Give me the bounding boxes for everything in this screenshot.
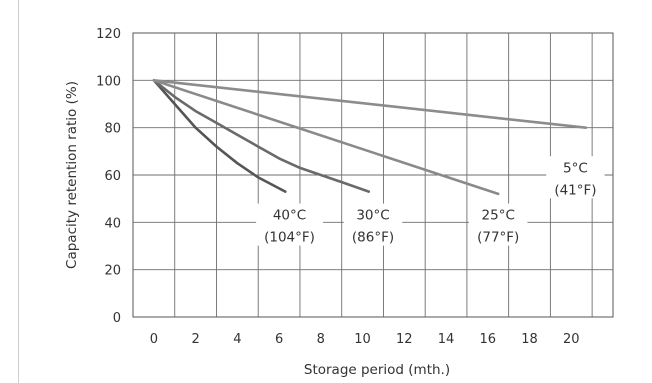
left-border-line xyxy=(18,0,19,383)
x-tick-label: 12 xyxy=(396,332,413,347)
x-tick-label: 14 xyxy=(438,332,455,347)
x-tick-label: 0 xyxy=(150,332,158,347)
y-tick-label: 80 xyxy=(104,122,121,137)
series-label-line: 25°C xyxy=(482,208,515,224)
x-axis-title: Storage period (mth.) xyxy=(304,362,450,378)
y-tick-label: 20 xyxy=(104,264,121,279)
x-tick-label: 8 xyxy=(317,332,325,347)
series-label: 40°C (104°F) xyxy=(256,203,323,246)
series-lines xyxy=(152,79,588,196)
y-tick-label: 120 xyxy=(96,27,121,42)
x-tick-label: 2 xyxy=(191,332,199,347)
grid xyxy=(132,32,614,318)
series-line xyxy=(152,79,287,193)
series-label-background xyxy=(256,203,323,246)
x-tick-label: 18 xyxy=(521,332,538,347)
series-label: 5°C (41°F) xyxy=(546,156,605,199)
x-tick-label: 16 xyxy=(480,332,497,347)
x-tick-label: 20 xyxy=(563,332,580,347)
series-label: 25°C (77°F) xyxy=(469,203,528,246)
series-label-line: 40°C xyxy=(273,208,306,224)
series-labels: 40°C (104°F) 30°C (86°F) 25°C (77°F) 5°C (41°F) xyxy=(256,156,605,246)
y-tick-label: 60 xyxy=(104,169,121,184)
series-line xyxy=(152,79,371,193)
series-label-background xyxy=(546,156,605,199)
series-label-line: (86°F) xyxy=(352,230,394,246)
series-line xyxy=(152,79,588,129)
series-label: 30°C (86°F) xyxy=(343,203,403,246)
series-label-background xyxy=(469,203,528,246)
y-tick-label: 0 xyxy=(113,311,121,326)
y-tick-label: 40 xyxy=(104,216,121,231)
series-label-background xyxy=(343,203,403,246)
series-label-line: (77°F) xyxy=(477,230,519,246)
y-tick-label: 100 xyxy=(96,74,121,89)
x-tick-label: 10 xyxy=(354,332,371,347)
series-line xyxy=(152,79,500,196)
series-label-line: 5°C xyxy=(563,160,588,176)
tick-labels: 0 2 4 6 8 10 12 14 16 18 20 0 20 40 60 80 100 120 xyxy=(96,27,579,347)
series-label-line: (104°F) xyxy=(264,230,315,246)
y-axis-title: Capacity retention ratio (%) xyxy=(64,81,80,269)
x-tick-label: 4 xyxy=(233,332,241,347)
x-tick-label: 6 xyxy=(275,332,283,347)
series-label-line: (41°F) xyxy=(554,182,596,198)
series-label-line: 30°C xyxy=(356,208,389,224)
